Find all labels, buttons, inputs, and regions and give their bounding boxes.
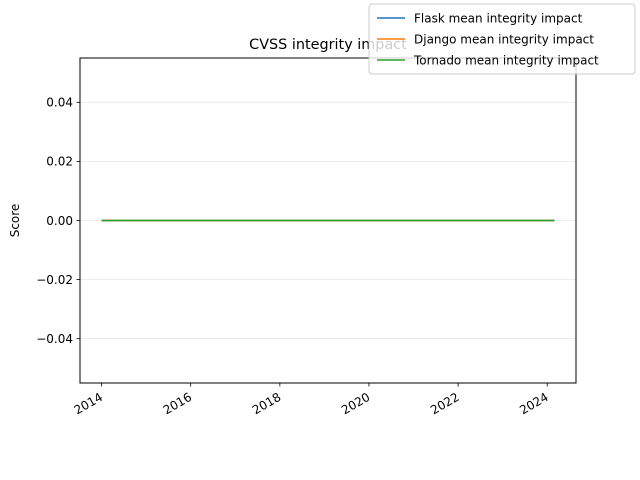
y-axis: 0.04 0.02 0.00 −0.02 −0.04 — [36, 96, 80, 346]
chart-title: CVSS integrity impact — [249, 37, 407, 53]
y-tick-label: −0.04 — [36, 332, 73, 346]
legend: Flask mean integrity impact Django mean i… — [368, 3, 636, 75]
y-tick-label: 0.00 — [46, 214, 73, 228]
y-tick-label: 0.02 — [46, 155, 73, 169]
legend-frame — [368, 3, 636, 75]
legend-label: Flask mean integrity impact — [414, 11, 583, 25]
y-tick-label: −0.02 — [36, 273, 73, 287]
legend-label: Django mean integrity impact — [414, 32, 594, 46]
y-axis-label: Score — [8, 204, 22, 238]
y-tick-label: 0.04 — [46, 96, 73, 110]
legend-label: Tornado mean integrity impact — [413, 53, 599, 67]
